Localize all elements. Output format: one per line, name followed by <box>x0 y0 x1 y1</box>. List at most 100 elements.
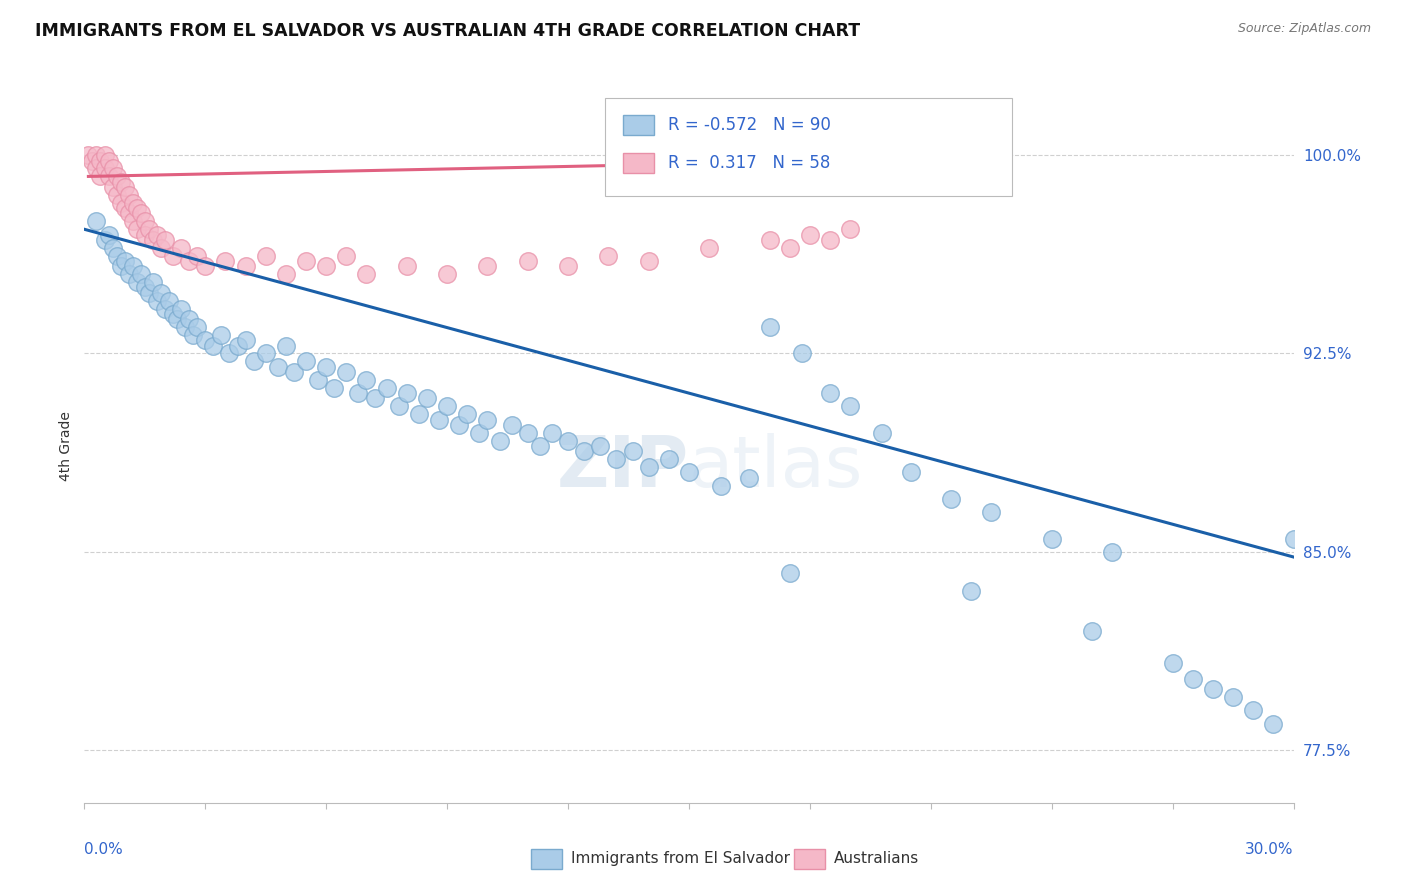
Point <box>254 346 277 360</box>
Y-axis label: 4th Grade: 4th Grade <box>59 411 73 481</box>
Point <box>110 195 132 210</box>
Point <box>142 275 165 289</box>
Text: 0.0%: 0.0% <box>84 842 124 857</box>
Point <box>118 206 141 220</box>
Point <box>179 254 201 268</box>
Point <box>138 285 160 300</box>
Point <box>363 392 385 406</box>
Point <box>146 293 169 308</box>
Point <box>186 320 208 334</box>
Point <box>541 425 564 440</box>
Point <box>235 260 257 274</box>
Point <box>315 260 337 274</box>
Point <box>89 169 111 184</box>
Point <box>149 241 172 255</box>
Point <box>456 407 478 421</box>
Point <box>388 400 411 414</box>
Text: R =  0.317   N = 58: R = 0.317 N = 58 <box>668 154 830 172</box>
Point <box>872 425 894 440</box>
Point <box>118 188 141 202</box>
Point <box>254 249 277 263</box>
Point <box>678 466 700 480</box>
Point <box>738 471 761 485</box>
Point <box>658 452 681 467</box>
Point <box>799 227 821 242</box>
Point <box>335 249 357 263</box>
Point <box>818 233 841 247</box>
Point <box>134 280 156 294</box>
Point <box>557 434 579 448</box>
Point <box>82 153 104 168</box>
Point <box>242 354 264 368</box>
Point <box>408 407 430 421</box>
Point <box>488 434 510 448</box>
Point <box>153 233 176 247</box>
Point <box>214 254 236 268</box>
Point <box>125 201 148 215</box>
Point <box>356 267 378 281</box>
Text: Australians: Australians <box>834 851 920 865</box>
Point <box>436 400 458 414</box>
Point <box>114 180 136 194</box>
Point <box>186 249 208 263</box>
Point <box>468 425 491 440</box>
Point <box>779 241 801 255</box>
Point <box>101 161 124 176</box>
Point <box>710 478 733 492</box>
Point <box>174 320 197 334</box>
Point <box>501 417 523 432</box>
Point <box>395 260 418 274</box>
Point <box>149 285 172 300</box>
Point <box>516 254 538 268</box>
Point <box>153 301 176 316</box>
Point <box>1241 703 1264 717</box>
Point <box>758 233 780 247</box>
Point <box>697 241 720 255</box>
Point <box>146 227 169 242</box>
Point <box>134 214 156 228</box>
Point <box>121 214 143 228</box>
Text: R = -0.572   N = 90: R = -0.572 N = 90 <box>668 116 831 134</box>
Point <box>436 267 458 281</box>
Point <box>114 201 136 215</box>
Point <box>121 260 143 274</box>
Point <box>516 425 538 440</box>
Point <box>1161 656 1184 670</box>
Point <box>758 320 780 334</box>
Point <box>1101 545 1123 559</box>
Point <box>97 227 120 242</box>
Point <box>395 386 418 401</box>
Point <box>477 260 499 274</box>
Point <box>790 346 813 360</box>
Point <box>134 227 156 242</box>
Point <box>194 333 217 347</box>
Point <box>105 169 128 184</box>
Point <box>110 175 132 189</box>
Point <box>179 312 201 326</box>
Point <box>1222 690 1244 704</box>
Point <box>170 301 193 316</box>
Point <box>427 412 450 426</box>
Text: 30.0%: 30.0% <box>1246 842 1294 857</box>
Point <box>110 260 132 274</box>
Point <box>142 233 165 247</box>
Text: Source: ZipAtlas.com: Source: ZipAtlas.com <box>1237 22 1371 36</box>
Point <box>181 328 204 343</box>
Point <box>621 444 644 458</box>
Point <box>86 161 108 176</box>
Point <box>170 241 193 255</box>
Text: ZIP: ZIP <box>557 433 689 502</box>
Point <box>939 491 962 506</box>
Point <box>283 365 305 379</box>
Point <box>125 275 148 289</box>
Point <box>162 249 184 263</box>
Point <box>637 460 659 475</box>
Point <box>267 359 290 374</box>
Point <box>209 328 232 343</box>
Point <box>89 153 111 168</box>
Point <box>356 373 378 387</box>
Point <box>1202 682 1225 697</box>
Point <box>779 566 801 580</box>
Point <box>274 338 297 352</box>
Point <box>839 400 862 414</box>
